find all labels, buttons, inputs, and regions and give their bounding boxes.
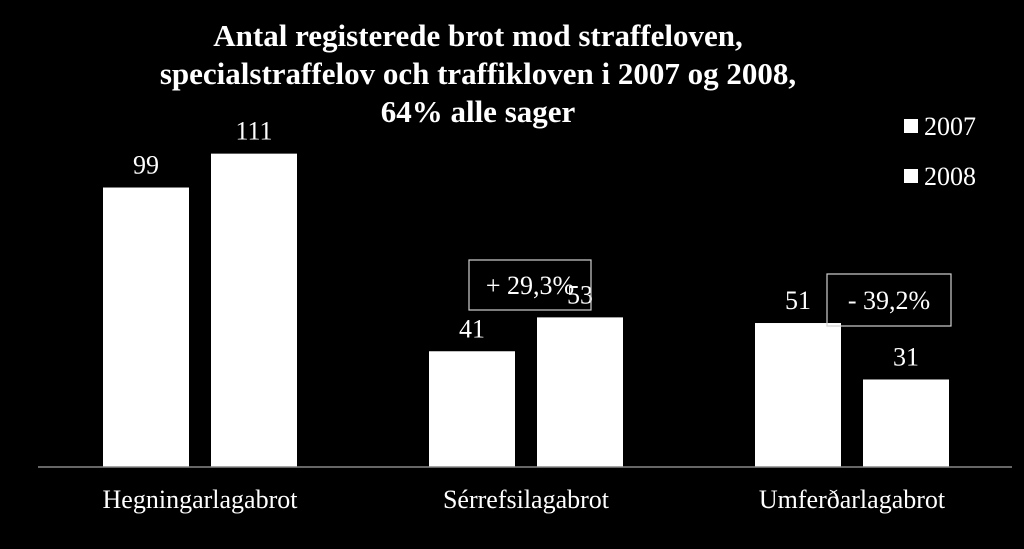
chart-title-line-3: 64% alle sager: [381, 94, 576, 129]
annotation-box-serrefsilagabrot: [468, 259, 592, 311]
bar-umfer-arlagabrot-2007: [755, 323, 841, 467]
value-label-serrefsilagabrot-2007: 41: [459, 314, 485, 343]
value-label-serrefsilagabrot-2008: 53: [567, 280, 593, 309]
annotation-text-serrefsilagabrot: + 29,3%: [486, 271, 574, 300]
legend-swatch-2008: [904, 169, 918, 183]
chart-title-line-2: specialstraffelov och traffikloven i 200…: [160, 56, 796, 91]
legend-swatch-2007: [904, 119, 918, 133]
bar-hegningarlagabrot-2007: [103, 187, 189, 467]
legend: 2007 2008: [904, 112, 976, 191]
value-labels-group: 99 111 41 53 51 31: [133, 117, 919, 372]
bars-group: [103, 153, 949, 467]
category-label-hegningarlagabrot: Hegningarlagabrot: [103, 485, 299, 514]
bar-hegningarlagabrot-2008: [211, 153, 297, 467]
value-label-hegningarlagabrot-2008: 111: [235, 117, 272, 146]
category-label-umfer-arlagabrot: Umferðarlagabrot: [759, 485, 946, 514]
annotations-group: + 29,3% - 39,2%: [468, 259, 952, 327]
legend-label-2007: 2007: [924, 112, 976, 141]
value-label-umfer-arlagabrot-2007: 51: [785, 286, 811, 315]
value-label-umfer-arlagabrot-2008: 31: [893, 342, 919, 371]
bar-serrefsilagabrot-2007: [429, 351, 515, 467]
category-label-serrefsilagabrot: Sérrefsilagabrot: [443, 485, 610, 514]
bar-umfer-arlagabrot-2008: [863, 379, 949, 467]
legend-label-2008: 2008: [924, 162, 976, 191]
category-labels-group: Hegningarlagabrot Sérrefsilagabrot Umferða…: [103, 485, 946, 514]
annotation-box-umfer-arlagabrot: [826, 273, 952, 327]
value-label-hegningarlagabrot-2007: 99: [133, 151, 159, 180]
annotation-text-umfer-arlagabrot: - 39,2%: [848, 286, 930, 315]
chart-title-line-1: Antal registerede brot mod straffeloven,: [213, 18, 742, 53]
bar-serrefsilagabrot-2008: [537, 317, 623, 467]
